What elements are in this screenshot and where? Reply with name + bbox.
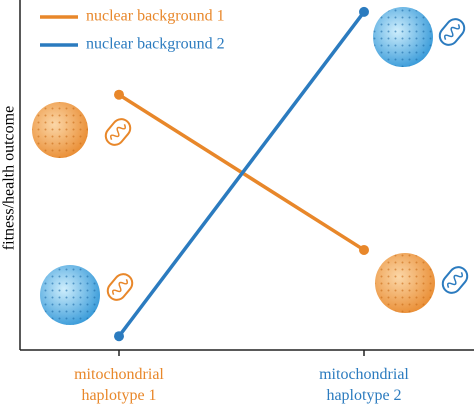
x-tick-label: mitochondrial haplotype 1 bbox=[74, 366, 164, 404]
point bbox=[114, 89, 124, 100]
x-tick-label: mitochondrial haplotype 2 bbox=[319, 366, 409, 404]
illustrations bbox=[32, 7, 469, 325]
point bbox=[359, 244, 369, 255]
point bbox=[114, 331, 124, 342]
legend-label: nuclear background 1 bbox=[86, 8, 225, 25]
point bbox=[359, 6, 369, 17]
series-line bbox=[117, 10, 366, 338]
legend-label: nuclear background 2 bbox=[86, 36, 225, 53]
y-axis-label: fitness/health outcome bbox=[1, 106, 18, 250]
